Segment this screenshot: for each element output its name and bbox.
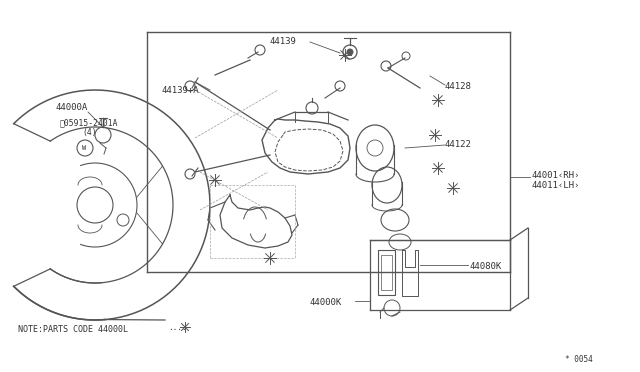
Text: (4): (4) <box>82 128 97 137</box>
Text: 44122: 44122 <box>445 140 472 149</box>
Circle shape <box>347 49 353 55</box>
Text: ⓘ05915-2401A: ⓘ05915-2401A <box>60 118 118 127</box>
Text: 44139+A: 44139+A <box>162 86 200 95</box>
Text: 44011‹LH›: 44011‹LH› <box>532 181 580 190</box>
Text: * 0054: * 0054 <box>565 355 593 364</box>
Text: 44000A: 44000A <box>55 103 87 112</box>
Text: ....: .... <box>168 323 186 332</box>
Text: 44080K: 44080K <box>470 262 502 271</box>
Text: 44139: 44139 <box>270 37 297 46</box>
Text: 44001‹RH›: 44001‹RH› <box>532 171 580 180</box>
Text: NOTE:PARTS CODE 44000L: NOTE:PARTS CODE 44000L <box>18 325 128 334</box>
Text: 44128: 44128 <box>445 82 472 91</box>
Text: W: W <box>82 145 86 151</box>
Text: 44000K: 44000K <box>310 298 342 307</box>
